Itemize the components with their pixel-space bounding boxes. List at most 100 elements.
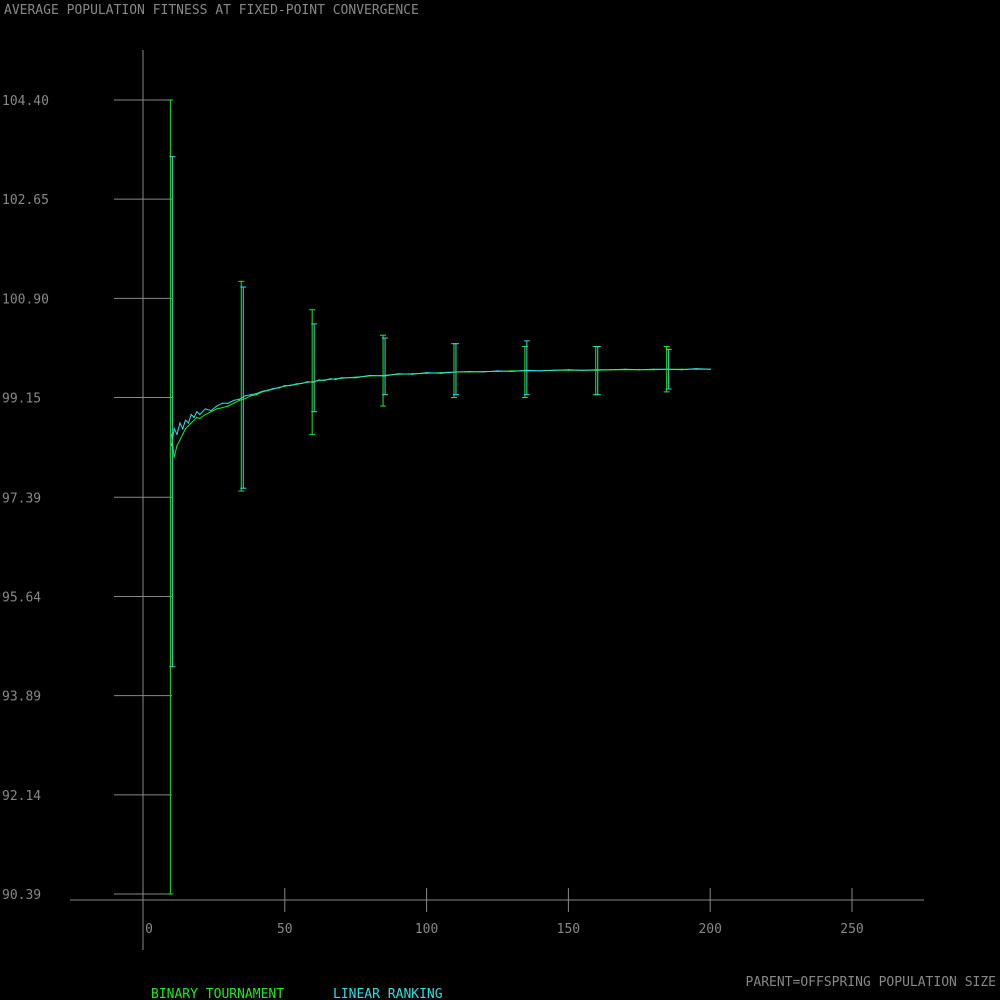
data-point [638,369,640,371]
data-point [176,445,178,447]
data-point [187,422,189,424]
data-point [355,377,357,379]
data-point [173,456,175,458]
data-point [244,395,246,397]
y-tick-label: 100.90 [2,292,49,307]
data-point [255,394,258,396]
y-tick-label: 99.15 [2,392,41,407]
series-line-1 [170,368,711,446]
data-point [306,381,309,383]
error-bar [665,348,672,390]
series-line-0 [170,368,711,458]
x-tick-label: 0 [145,922,153,937]
data-point [511,370,513,373]
data-point [695,368,697,370]
data-point [182,433,184,435]
data-point [233,402,235,404]
data-point [318,379,320,381]
data-point [397,373,399,375]
data-point [596,369,598,371]
y-tick-label: 97.39 [2,491,41,506]
data-point [176,433,178,435]
error-bar [452,343,459,396]
data-point [199,417,201,420]
data-point [284,385,286,387]
y-tick-label: 90.39 [2,888,41,903]
error-bars [167,99,672,895]
data-point [411,373,414,375]
data-point [190,422,192,424]
data-point [312,381,314,383]
data-point [173,428,175,430]
data-point [369,374,371,377]
data-point [193,419,195,421]
data-point [184,428,187,430]
data-point [468,370,470,373]
x-tick-label: 100 [415,922,438,937]
data-point [709,368,711,370]
data-point [221,402,224,404]
data-point [187,425,189,427]
data-point [525,369,527,371]
data-point [267,389,269,391]
data-point [440,372,442,374]
data-point [383,375,385,377]
data-point [196,411,198,413]
data-point [610,369,612,371]
data-point [667,368,669,370]
data-point [539,370,541,372]
y-tick-label: 104.40 [2,94,49,109]
data-point [179,439,181,441]
data-point [482,371,484,373]
error-bar [663,346,670,393]
data-point [454,371,456,373]
data-point [216,405,218,407]
data-point [323,379,326,382]
data-point [170,433,172,435]
data-point [261,390,263,392]
series-lines [170,368,711,458]
data-point [496,370,499,372]
data-point [553,369,555,371]
error-bar [311,323,318,413]
data-point [244,398,246,400]
y-tick-label: 95.64 [2,590,41,605]
x-tick-label: 150 [557,922,580,937]
data-point [227,405,229,407]
data-point [289,385,292,387]
y-ticks: 104.40 102.65 100.90 99.15 97.39 95.64 93.89 92… [2,94,172,903]
data-point [250,394,252,396]
data-point [335,378,337,381]
error-bar [382,337,389,396]
data-point [190,413,192,416]
data-point [216,408,218,410]
data-point [340,377,343,379]
y-tick-label: 93.89 [2,690,41,705]
data-point [295,383,297,385]
legend-entry-1: LINEAR RANKING [333,987,443,1000]
error-bar [594,346,601,396]
data-point [681,369,683,371]
x-tick-label: 50 [277,922,293,937]
data-point [193,416,195,418]
data-point [426,372,428,374]
data-point [624,368,626,370]
data-point [196,416,198,418]
data-point [329,378,331,380]
error-bar [309,309,316,435]
error-bar [523,340,530,396]
error-bar [240,286,247,489]
x-axis-label: PARENT=OFFSPRING POPULATION SIZE [746,975,996,990]
data-point [184,419,187,421]
data-point [272,387,275,390]
data-point [301,382,303,384]
data-point [204,408,206,410]
data-point [170,445,172,447]
data-point [221,407,224,409]
y-tick-label: 102.65 [2,193,49,208]
data-point [567,369,570,371]
x-ticks: 0 50 100 150 200 250 [145,888,864,937]
data-point [179,422,181,424]
data-point [233,399,235,401]
data-point [652,368,655,370]
